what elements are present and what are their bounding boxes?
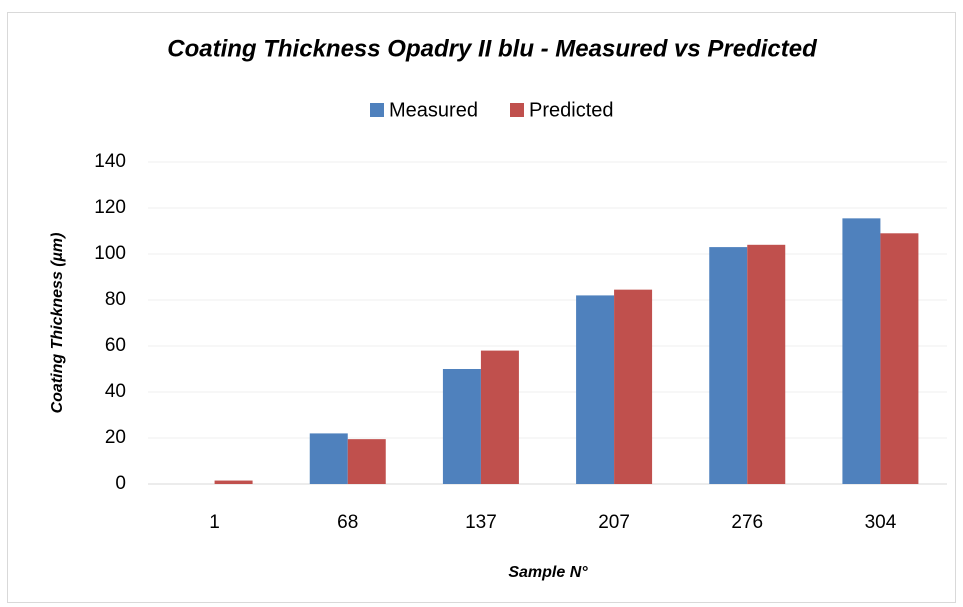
legend-swatch: [370, 103, 384, 117]
legend-swatch: [510, 103, 524, 117]
bar: [842, 218, 881, 484]
bar: [442, 369, 481, 484]
x-tick-label: 207: [598, 512, 630, 533]
y-tick-label: 60: [105, 335, 126, 356]
chart-title: Coating Thickness Opadry II blu - Measur…: [167, 35, 818, 62]
bar: [214, 480, 253, 484]
x-tick-label: 1: [209, 512, 220, 533]
x-axis-label: Sample N°: [508, 564, 588, 581]
x-tick-label: 304: [865, 512, 897, 533]
bar: [347, 439, 386, 484]
legend-label: Measured: [389, 99, 478, 121]
bar: [309, 433, 348, 484]
x-tick-label: 137: [465, 512, 497, 533]
y-tick-label: 0: [115, 473, 126, 494]
y-tick-label: 140: [94, 151, 126, 172]
y-axis-label: Coating Thickness (µm): [49, 233, 66, 414]
bar: [880, 233, 919, 484]
y-tick-label: 20: [105, 427, 126, 448]
y-tick-label: 40: [105, 381, 126, 402]
bar: [576, 295, 615, 484]
y-tick-label: 80: [105, 289, 126, 310]
legend-label: Predicted: [529, 99, 614, 121]
bar: [747, 244, 786, 484]
bar: [614, 289, 653, 484]
y-tick-label: 100: [94, 243, 126, 264]
y-tick-label: 120: [94, 197, 126, 218]
bar: [709, 247, 748, 484]
x-tick-label: 68: [337, 512, 358, 533]
bar: [480, 350, 519, 484]
x-tick-label: 276: [731, 512, 763, 533]
chart-border: [7, 12, 956, 603]
